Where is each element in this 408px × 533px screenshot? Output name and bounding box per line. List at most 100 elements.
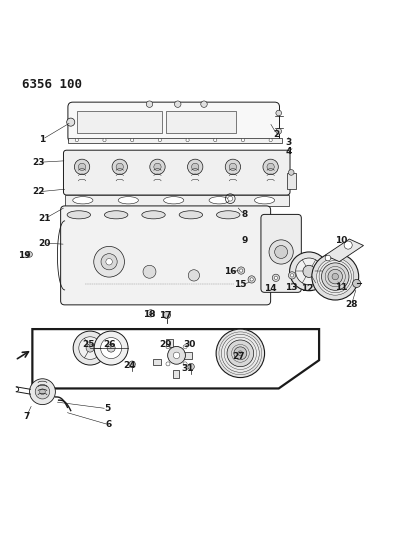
Circle shape: [149, 312, 152, 315]
Circle shape: [173, 352, 180, 359]
Circle shape: [146, 101, 153, 107]
Circle shape: [276, 110, 282, 116]
Ellipse shape: [255, 197, 275, 204]
Bar: [184, 352, 192, 359]
Text: 4: 4: [286, 147, 292, 156]
Circle shape: [228, 196, 233, 201]
Ellipse shape: [164, 197, 184, 204]
Circle shape: [166, 345, 170, 349]
Text: 22: 22: [32, 187, 45, 196]
Circle shape: [290, 274, 294, 277]
Bar: [166, 339, 173, 348]
Circle shape: [269, 139, 272, 142]
Text: 12: 12: [301, 284, 313, 293]
Circle shape: [74, 159, 90, 174]
Circle shape: [192, 163, 199, 171]
Circle shape: [101, 337, 122, 359]
Text: 11: 11: [335, 283, 348, 292]
Circle shape: [186, 139, 189, 142]
Ellipse shape: [67, 211, 91, 219]
Circle shape: [241, 139, 244, 142]
Circle shape: [317, 258, 354, 295]
Circle shape: [296, 258, 322, 285]
Circle shape: [73, 331, 107, 365]
Circle shape: [272, 274, 279, 281]
Text: 17: 17: [159, 311, 172, 320]
Polygon shape: [325, 239, 364, 262]
Text: 27: 27: [232, 352, 245, 361]
Circle shape: [143, 265, 156, 278]
Bar: [166, 111, 236, 133]
Circle shape: [131, 139, 134, 142]
Circle shape: [214, 139, 217, 142]
Circle shape: [353, 279, 361, 287]
Circle shape: [67, 118, 75, 126]
Text: 1: 1: [39, 135, 46, 144]
Circle shape: [248, 276, 255, 283]
Text: 18: 18: [143, 310, 156, 319]
Bar: [77, 111, 162, 133]
Circle shape: [101, 254, 117, 270]
FancyBboxPatch shape: [261, 214, 302, 292]
Circle shape: [163, 311, 171, 319]
Circle shape: [328, 269, 342, 284]
Circle shape: [106, 259, 112, 265]
Text: 21: 21: [38, 214, 51, 223]
Circle shape: [188, 364, 194, 370]
Text: 30: 30: [184, 340, 196, 349]
Circle shape: [103, 139, 106, 142]
Text: 16: 16: [224, 267, 237, 276]
Circle shape: [29, 379, 55, 405]
Circle shape: [344, 241, 352, 249]
Ellipse shape: [104, 211, 128, 219]
Text: 10: 10: [335, 236, 348, 245]
Circle shape: [201, 101, 207, 107]
Circle shape: [269, 240, 293, 264]
Text: 31: 31: [182, 364, 194, 373]
Circle shape: [158, 139, 162, 142]
Text: 29: 29: [159, 340, 172, 349]
Circle shape: [239, 269, 243, 272]
Circle shape: [86, 344, 94, 352]
Circle shape: [79, 337, 102, 359]
Text: 2: 2: [274, 130, 280, 139]
Text: 20: 20: [38, 239, 51, 247]
Circle shape: [129, 361, 135, 367]
Text: 8: 8: [241, 211, 248, 219]
Text: 6356 100: 6356 100: [22, 77, 82, 91]
Circle shape: [276, 128, 282, 134]
Circle shape: [94, 246, 124, 277]
Circle shape: [183, 345, 187, 349]
Circle shape: [35, 384, 50, 399]
Circle shape: [154, 163, 161, 171]
Circle shape: [168, 346, 185, 364]
FancyBboxPatch shape: [61, 206, 271, 305]
Circle shape: [274, 276, 277, 279]
Circle shape: [312, 253, 359, 300]
Circle shape: [116, 163, 123, 171]
Circle shape: [40, 389, 45, 394]
Bar: [153, 359, 161, 365]
Bar: [68, 138, 282, 142]
Text: 13: 13: [284, 283, 297, 292]
Text: 3: 3: [286, 138, 292, 147]
Text: 14: 14: [264, 284, 277, 293]
Circle shape: [237, 267, 245, 274]
Circle shape: [94, 331, 128, 365]
Text: 7: 7: [23, 412, 29, 421]
Circle shape: [27, 252, 32, 257]
Bar: [287, 173, 296, 189]
Circle shape: [325, 255, 331, 261]
Text: 15: 15: [234, 280, 246, 289]
Ellipse shape: [217, 211, 240, 219]
Bar: [65, 195, 289, 206]
Circle shape: [250, 278, 253, 281]
Bar: [173, 370, 179, 378]
Circle shape: [150, 159, 165, 174]
Text: 25: 25: [83, 340, 95, 349]
FancyBboxPatch shape: [64, 150, 290, 195]
Text: 19: 19: [18, 251, 31, 260]
Circle shape: [225, 159, 241, 174]
Circle shape: [229, 163, 237, 171]
Circle shape: [222, 334, 259, 373]
